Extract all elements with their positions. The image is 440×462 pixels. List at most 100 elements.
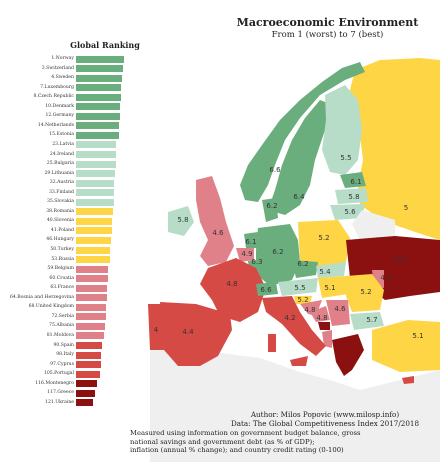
ranking-row: 97.Cyprus bbox=[0, 361, 140, 369]
ranking-bar bbox=[76, 380, 97, 388]
country-albania bbox=[322, 330, 332, 348]
ranking-bar bbox=[76, 313, 106, 321]
ranking-bar bbox=[76, 93, 121, 101]
label-italy: 4.2 bbox=[284, 314, 295, 322]
label-luxembourg: 6.3 bbox=[251, 258, 262, 266]
ranking-row: 98.Italy bbox=[0, 351, 140, 359]
ranking-label: 98.Italy bbox=[56, 352, 74, 358]
country-norway bbox=[240, 62, 365, 202]
ranking-label: 1.Norway bbox=[51, 56, 74, 61]
country-sweden bbox=[268, 100, 330, 215]
ranking-label: 24.Ireland bbox=[49, 151, 74, 157]
country-montenegro bbox=[318, 322, 330, 330]
label-france: 4.8 bbox=[226, 280, 237, 288]
ranking-row: 90.Spain bbox=[0, 342, 140, 350]
note-line-2: national savings and government debt (as… bbox=[130, 437, 315, 446]
ranking-label: 53.Russia bbox=[51, 256, 74, 262]
ranking-label: 25.Bulgaria bbox=[46, 161, 74, 167]
country-turkey bbox=[372, 320, 440, 372]
ranking-bar bbox=[76, 141, 116, 149]
ranking-title: Global Ranking bbox=[70, 40, 140, 50]
ranking-row: 23.Latvia bbox=[0, 141, 140, 149]
country-portugal bbox=[148, 304, 164, 350]
ranking-bar bbox=[76, 236, 111, 244]
label-germany: 6.2 bbox=[272, 248, 283, 256]
ranking-label: 10.Denmark bbox=[45, 103, 74, 109]
ranking-row: 59.Belgium bbox=[0, 265, 140, 273]
ranking-row: 46.Hungary bbox=[0, 236, 140, 244]
ranking-row: 68.United Kingdom bbox=[0, 303, 140, 311]
country-estonia bbox=[340, 172, 366, 188]
ranking-row: 35.Slovakia bbox=[0, 198, 140, 206]
country-finland bbox=[322, 85, 362, 175]
ranking-bar bbox=[76, 112, 120, 120]
ranking-label: 41.Poland bbox=[50, 227, 74, 233]
ranking-row: 24.Ireland bbox=[0, 151, 140, 159]
ranking-bar bbox=[76, 74, 122, 82]
ranking-row: 10.Denmark bbox=[0, 103, 140, 111]
ranking-bar bbox=[76, 198, 114, 206]
ranking-label: 8.Czech Republic bbox=[33, 94, 74, 100]
label-spain: 4.4 bbox=[182, 328, 194, 336]
ranking-bar bbox=[76, 131, 119, 139]
ranking-row: 64.Bosnia and Herzegovina bbox=[0, 294, 140, 302]
ranking-row: 12.Germany bbox=[0, 112, 140, 120]
ranking-bar bbox=[76, 275, 108, 283]
ranking-bar bbox=[76, 284, 107, 292]
ranking-label: 117.Greece bbox=[47, 390, 74, 396]
country-spain bbox=[160, 302, 232, 366]
country-ireland bbox=[168, 206, 194, 236]
label-austria: 5.5 bbox=[294, 284, 305, 292]
ranking-label: 81.Moldova bbox=[46, 332, 74, 338]
ranking-row: 41.Poland bbox=[0, 227, 140, 235]
ranking-bar bbox=[76, 84, 121, 92]
ranking-row: 40.Slovenia bbox=[0, 217, 140, 225]
country-bosnia bbox=[310, 306, 330, 322]
ranking-row: 4.Sweden bbox=[0, 74, 140, 82]
label-denmark: 6.2 bbox=[266, 202, 277, 210]
ranking-label: 90.Spain bbox=[53, 342, 74, 348]
label-czechia: 6.2 bbox=[297, 260, 308, 268]
ranking-bar bbox=[76, 103, 120, 111]
africa-land bbox=[150, 345, 440, 462]
ranking-row: 72.Serbia bbox=[0, 313, 140, 321]
ranking-label: 32.Austria bbox=[49, 180, 74, 186]
label-uk: 4.6 bbox=[212, 229, 224, 237]
ranking-row: 14.Netherlands bbox=[0, 122, 140, 130]
ranking-row: 15.Estonia bbox=[0, 131, 140, 139]
ranking-bar bbox=[76, 170, 115, 178]
ranking-bar bbox=[76, 65, 123, 73]
ranking-row: 60.Croatia bbox=[0, 275, 140, 283]
ranking-bar bbox=[76, 332, 104, 340]
label-latvia: 5.8 bbox=[348, 193, 359, 201]
country-france bbox=[200, 258, 266, 322]
credits-data: Data: The Global Competitiveness Index 2… bbox=[230, 419, 420, 428]
ranking-label: 121.Ukraine bbox=[45, 399, 74, 405]
country-uk bbox=[196, 176, 234, 266]
ranking-row: 32.Austria bbox=[0, 179, 140, 187]
ranking-bar bbox=[76, 294, 107, 302]
map-title: Macroeconomic Environment bbox=[236, 16, 419, 29]
note-line-1: Measured using information on government… bbox=[130, 429, 361, 437]
label-finland: 5.5 bbox=[340, 154, 351, 162]
ranking-bar bbox=[76, 227, 112, 235]
country-germany bbox=[256, 224, 300, 286]
ranking-bar bbox=[76, 303, 106, 311]
ranking-row: 38.Romania bbox=[0, 208, 140, 216]
label-estonia: 6.1 bbox=[350, 178, 361, 186]
ranking-bar bbox=[76, 122, 119, 130]
ranking-row: 29.Lithuania bbox=[0, 170, 140, 178]
ranking-row: 121.Ukraine bbox=[0, 399, 140, 407]
country-slovakia bbox=[316, 262, 346, 278]
ranking-label: 75.Albania bbox=[49, 323, 74, 329]
ranking-bar bbox=[76, 370, 100, 378]
country-greece bbox=[332, 334, 364, 376]
country-belarus bbox=[352, 210, 395, 240]
ranking-label: 12.Germany bbox=[45, 113, 74, 119]
label-romania: 5.2 bbox=[360, 288, 371, 296]
ranking-bar bbox=[76, 342, 102, 349]
label-moldova: 4.5 bbox=[380, 274, 391, 282]
ranking-label: 15.Estonia bbox=[49, 132, 74, 138]
label-slovenia: 5.2 bbox=[297, 296, 308, 304]
